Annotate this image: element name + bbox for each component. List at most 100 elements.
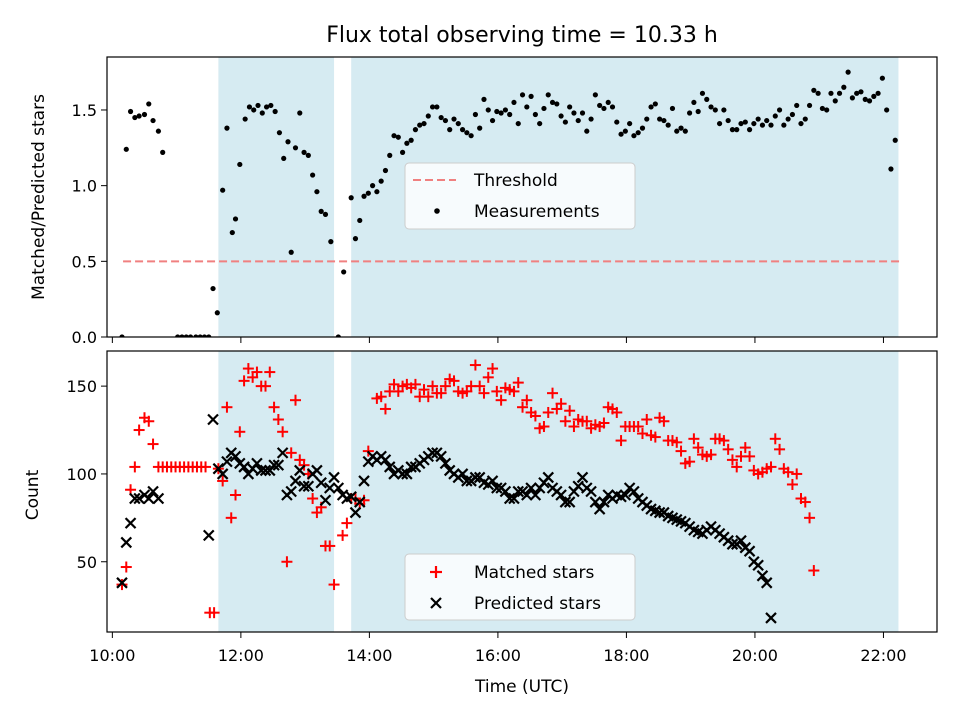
- measurement-point: [708, 104, 714, 110]
- matched-star-point: [791, 468, 803, 480]
- measurement-point: [674, 128, 680, 134]
- predicted-star-point: [726, 538, 739, 550]
- measurement-point: [429, 104, 436, 110]
- matched-star-point: [281, 556, 293, 568]
- matched-star-point: [208, 607, 220, 619]
- matched-star-point: [200, 461, 212, 473]
- matched-star-point: [341, 517, 353, 529]
- x-tick-label: 20:00: [732, 646, 778, 665]
- predicted-star-point: [345, 490, 357, 503]
- measurement-point: [285, 139, 291, 145]
- predicted-star-point: [743, 545, 756, 557]
- matched-star-point: [568, 421, 580, 433]
- measurement-point: [554, 101, 560, 107]
- measurement-point: [206, 334, 212, 337]
- measurement-point: [328, 239, 334, 245]
- measurement-point: [281, 155, 287, 162]
- matched-star-point: [422, 391, 434, 403]
- predicted-star-point: [585, 485, 597, 498]
- measurement-point: [879, 75, 885, 81]
- top-panel: 0.0 0.5 1.0 1.5 Matched/Predicted stars Thr…: [29, 56, 938, 347]
- matched-star-point: [718, 435, 730, 447]
- predicted-star-point: [311, 464, 323, 477]
- predicted-star-point: [435, 450, 447, 463]
- predicted-star-point: [116, 577, 128, 589]
- predicted-star-point: [529, 489, 542, 501]
- measurement-point: [657, 116, 663, 122]
- matched-star-point: [448, 375, 460, 387]
- bottom-panel: 50 100 150 10:00 12:00 14:00 16:00 18:00 20:00 2…: [23, 350, 938, 697]
- predicted-star-point: [559, 496, 572, 508]
- measurement-point: [395, 134, 401, 140]
- measurement-point: [562, 119, 568, 125]
- measurement-point: [224, 125, 230, 131]
- measurement-point: [183, 334, 189, 337]
- predicted-star-point: [142, 492, 155, 505]
- measurement-point: [819, 105, 826, 112]
- matched-star-point: [632, 421, 644, 433]
- x-tick-label: 12:00: [218, 646, 264, 665]
- measurement-point: [832, 98, 838, 104]
- predicted-star-point: [521, 489, 533, 501]
- predicted-star-point: [302, 480, 315, 493]
- matched-star-point: [251, 366, 263, 378]
- measurement-point: [272, 108, 278, 115]
- measurement-point: [669, 105, 676, 112]
- predicted-star-point: [426, 447, 439, 459]
- matched-star-point: [147, 438, 159, 450]
- matched-star-point: [133, 424, 145, 436]
- predicted-star-point: [542, 471, 555, 484]
- x-tick-label: 10:00: [89, 646, 135, 665]
- measurement-point: [374, 189, 380, 195]
- matched-star-point: [277, 426, 289, 438]
- measurement-point: [477, 125, 483, 131]
- predicted-star-point: [628, 485, 640, 498]
- bottom-y-axis-label: Count: [23, 469, 43, 520]
- predicted-star-point: [383, 461, 396, 473]
- matched-star-point: [684, 456, 696, 468]
- predicted-star-point: [512, 485, 525, 498]
- predicted-star-point: [323, 482, 336, 494]
- measurement-point: [746, 127, 753, 133]
- measurement-point: [742, 119, 748, 125]
- predicted-star-point: [439, 457, 452, 470]
- measurement-point: [695, 108, 701, 115]
- measurement-point: [425, 113, 431, 119]
- matched-star-point: [611, 406, 623, 418]
- top-y-tick-label: 1.0: [72, 177, 97, 196]
- matched-star-point: [658, 415, 670, 427]
- top-y-tick-label: 0.5: [72, 252, 97, 271]
- predicted-star-point: [319, 494, 332, 507]
- predicted-star-point: [289, 475, 302, 487]
- predicted-star-point: [315, 476, 327, 489]
- measurement-point: [370, 183, 376, 189]
- matched-star-point: [765, 461, 777, 473]
- measurement-point: [601, 105, 607, 112]
- measurement-point: [357, 217, 363, 224]
- measurement-point: [175, 334, 181, 337]
- measurement-point: [391, 133, 397, 139]
- chart-title: Flux total observing time = 10.33 h: [326, 23, 718, 48]
- matched-star-point: [722, 443, 734, 455]
- matched-star-point: [375, 391, 387, 403]
- measurement-point: [197, 334, 203, 337]
- measurement-point: [755, 116, 761, 122]
- matched-star-point: [217, 475, 229, 487]
- measurement-point: [884, 107, 890, 113]
- measurement-point: [781, 122, 787, 128]
- matched-star-point: [705, 449, 717, 461]
- measurement-point: [716, 120, 723, 127]
- measurement-point: [341, 269, 347, 275]
- measurement-point: [545, 92, 551, 98]
- measurement-point: [408, 137, 414, 143]
- measurement-point: [468, 133, 474, 139]
- measurement-point: [160, 149, 166, 155]
- matched-star-point: [439, 380, 451, 392]
- matched-star-point: [116, 579, 128, 591]
- matched-star-point: [744, 450, 756, 462]
- matched-star-point: [120, 561, 132, 573]
- measurement-point: [150, 117, 156, 124]
- legend-predicted-x-icon: [430, 597, 442, 609]
- measurement-point: [699, 90, 706, 96]
